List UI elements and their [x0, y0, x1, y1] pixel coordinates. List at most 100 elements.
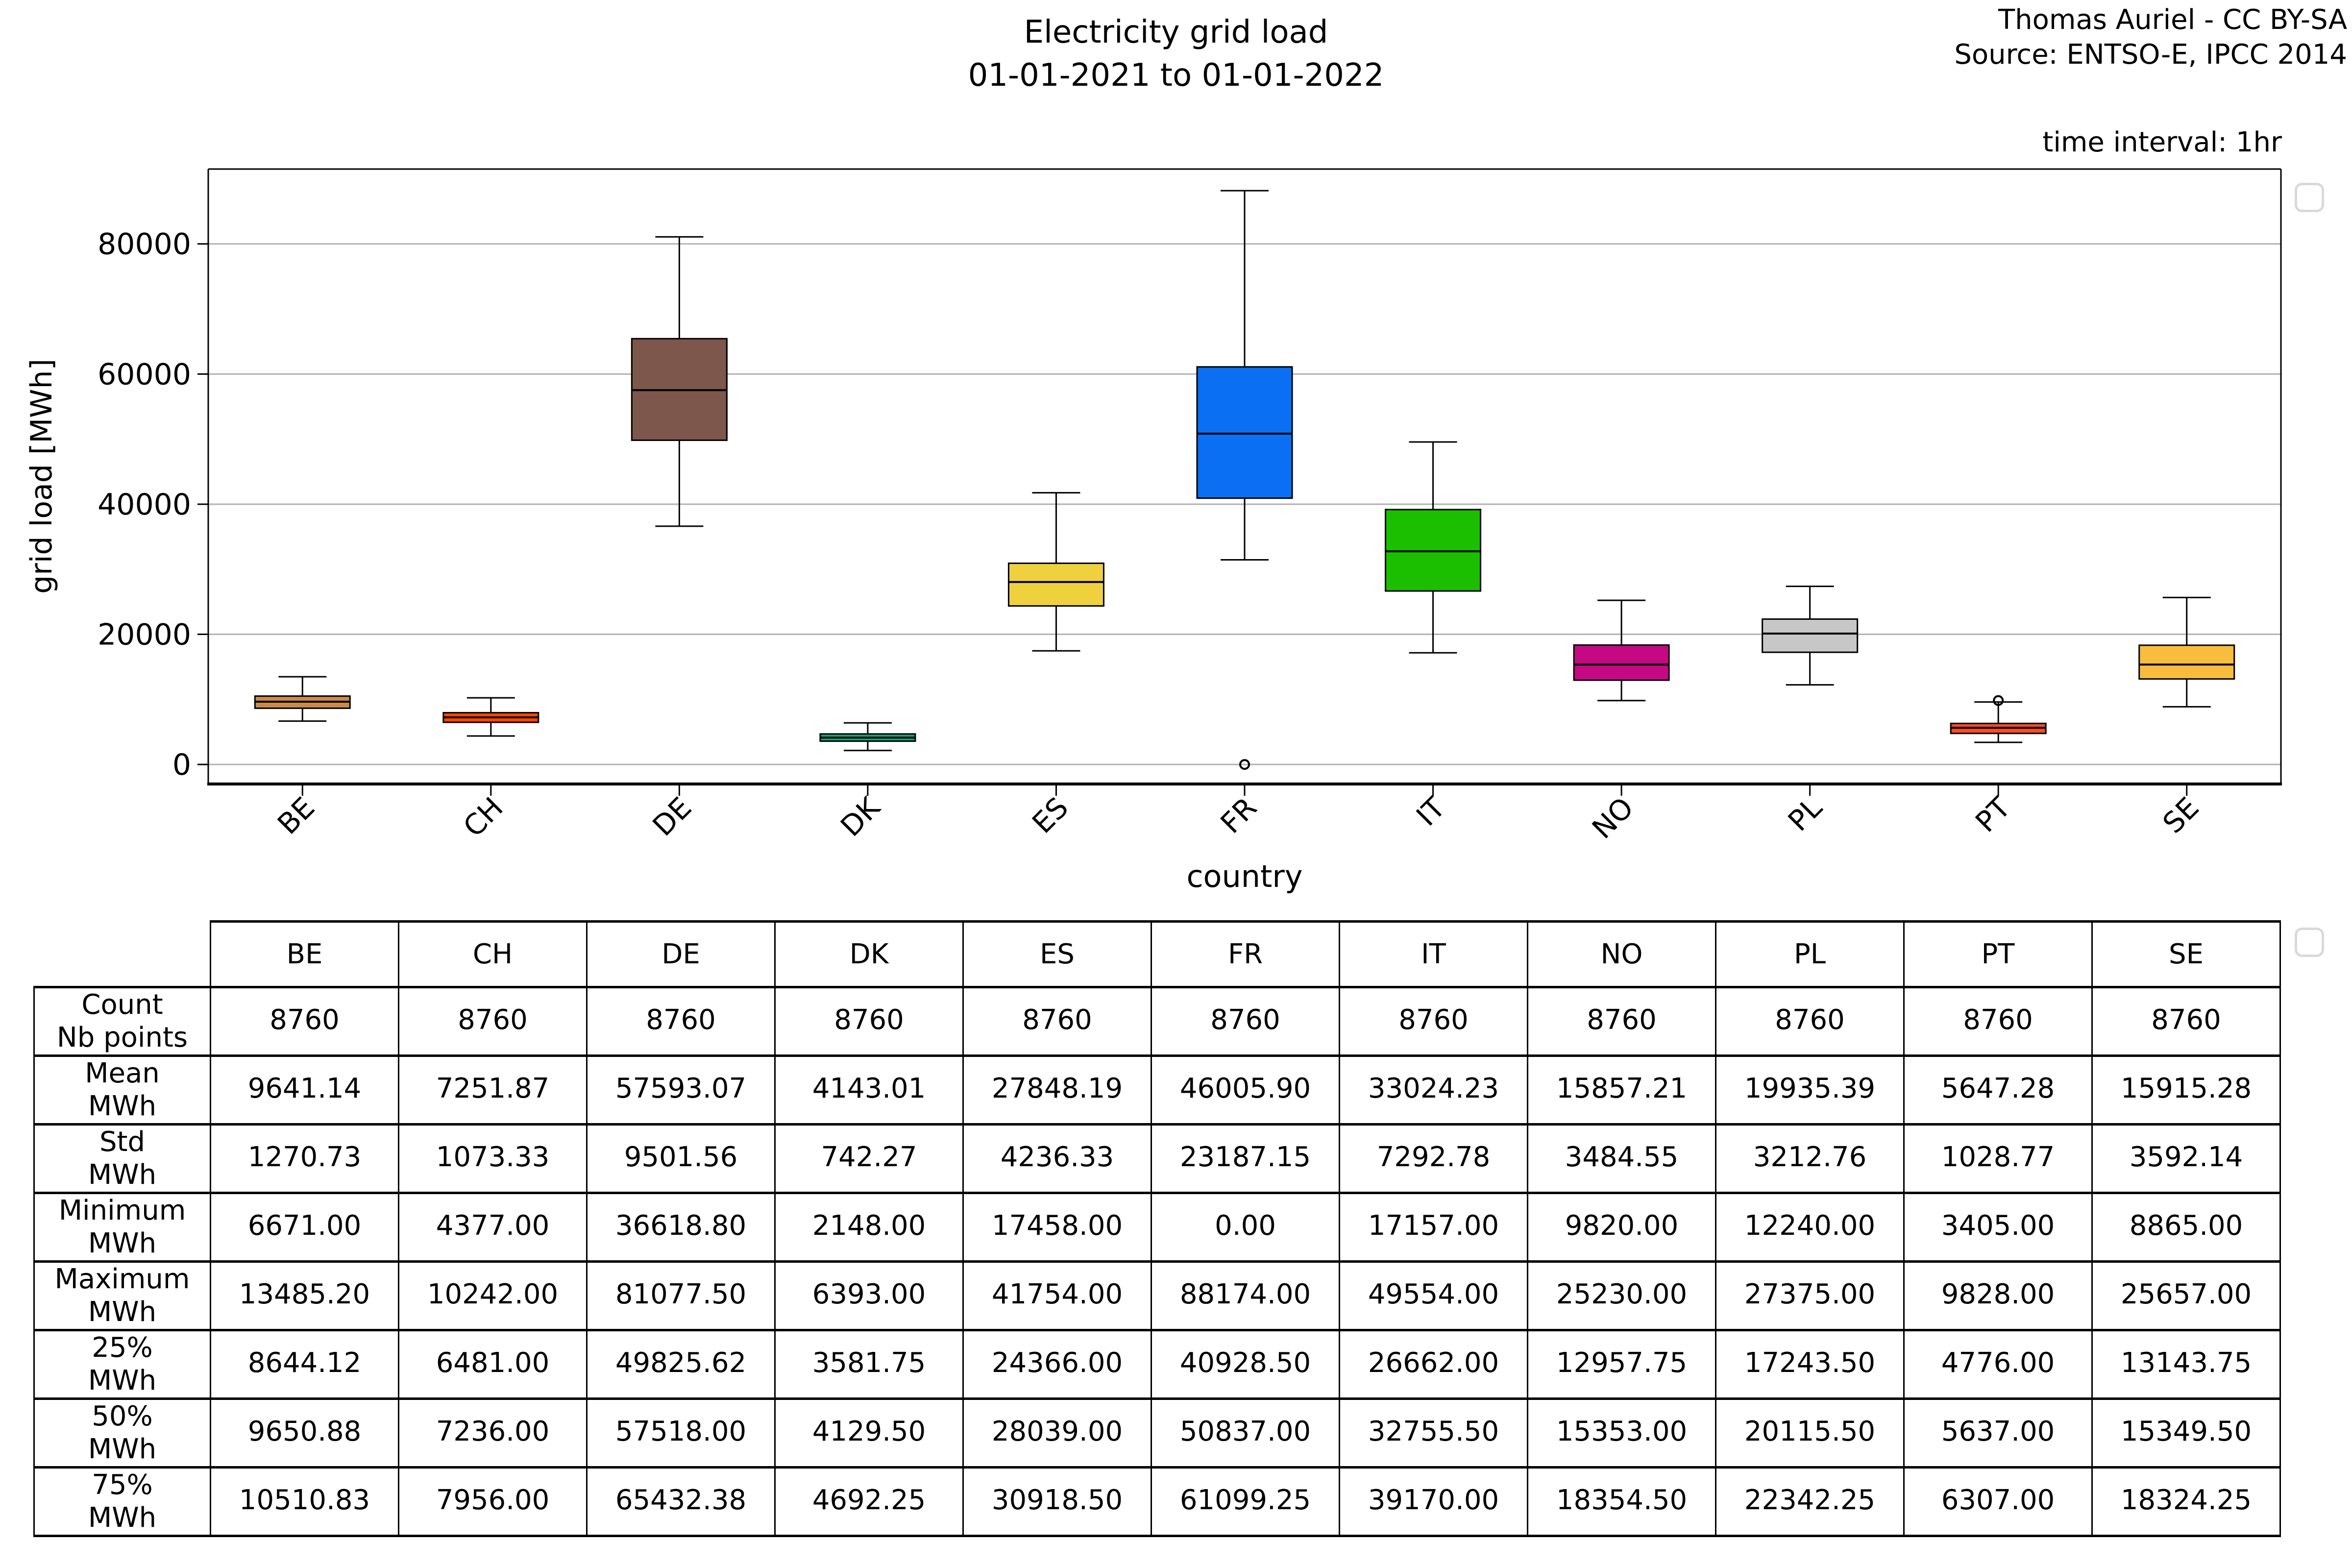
ytick-label-60000: 60000	[98, 357, 191, 392]
xtick-label-PL: PL	[1782, 791, 1829, 838]
xtick-label-FR: FR	[1214, 791, 1263, 840]
table-cell-25pct-BE: 8644.12	[210, 1329, 399, 1400]
table-cell-mean-ES: 27848.19	[962, 1054, 1152, 1126]
table-cell-minimum-DK: 2148.00	[774, 1192, 964, 1263]
table-cell-count-PT: 8760	[1903, 986, 2093, 1057]
stats-table: BE CH DE DK ES FR IT NO PL PT SE Count Nb points 8760…	[33, 920, 2281, 1537]
x-axis-label: country	[1186, 858, 1303, 894]
table-cell-50pct-DK: 4129.50	[774, 1397, 964, 1469]
table-cell-mean-IT: 33024.23	[1339, 1054, 1528, 1126]
table-cell-maximum-DE: 81077.50	[586, 1260, 776, 1331]
table-col-header-DK: DK	[774, 920, 964, 988]
xtick-label-NO: NO	[1586, 791, 1640, 845]
table-cell-mean-PL: 19935.39	[1715, 1054, 1905, 1126]
table-cell-count-IT: 8760	[1339, 986, 1528, 1057]
table-cell-std-DE: 9501.56	[586, 1123, 776, 1194]
table-cell-mean-SE: 15915.28	[2091, 1054, 2281, 1126]
table-cell-count-FR: 8760	[1151, 986, 1340, 1057]
table-cell-minimum-BE: 6671.00	[210, 1192, 399, 1263]
table-cell-std-PT: 1028.77	[1903, 1123, 2093, 1194]
table-cell-maximum-NO: 25230.00	[1527, 1260, 1716, 1331]
table-cell-50pct-DE: 57518.00	[586, 1397, 776, 1469]
table-cell-count-DK: 8760	[774, 986, 964, 1057]
table-cell-50pct-BE: 9650.88	[210, 1397, 399, 1469]
table-cell-std-BE: 1270.73	[210, 1123, 399, 1194]
table-col-header-FR: FR	[1151, 920, 1340, 988]
table-cell-50pct-FR: 50837.00	[1151, 1397, 1340, 1469]
table-row-minimum: Minimum MWh 6671.00 4377.00 36618.80 2148.00 1…	[33, 1192, 2281, 1263]
table-cell-std-ES: 4236.33	[962, 1123, 1152, 1194]
table-col-header-SE: SE	[2091, 920, 2281, 988]
xtick-label-SE: SE	[2156, 791, 2205, 840]
table-cell-maximum-FR: 88174.00	[1151, 1260, 1340, 1331]
table-cell-minimum-IT: 17157.00	[1339, 1192, 1528, 1263]
table-cell-minimum-CH: 4377.00	[398, 1192, 588, 1263]
table-cell-maximum-ES: 41754.00	[962, 1260, 1152, 1331]
row-label: Count Nb points	[33, 986, 211, 1057]
table-cell-maximum-DK: 6393.00	[774, 1260, 964, 1331]
table-row-count: Count Nb points 8760 8760 8760 8760 8760 8760 87…	[33, 986, 2281, 1057]
attribution-author: Thomas Auriel - CC BY-SA	[1998, 4, 2347, 36]
table-checkbox-widget[interactable]	[2295, 928, 2324, 957]
table-corner-cell	[34, 922, 211, 987]
ytick-label-0: 0	[172, 748, 191, 782]
attribution: Thomas Auriel - CC BY-SA Source: ENTSO-E…	[1954, 3, 2347, 72]
table-col-header-IT: IT	[1339, 920, 1528, 988]
box-PL	[1762, 618, 1859, 653]
table-cell-mean-FR: 46005.90	[1151, 1054, 1340, 1126]
table-cell-mean-PT: 5647.28	[1903, 1054, 2093, 1126]
table-cell-count-ES: 8760	[962, 986, 1152, 1057]
box-IT	[1385, 509, 1482, 592]
outlier-FR-0	[1239, 759, 1250, 770]
box-SE	[2138, 644, 2235, 680]
table-cell-25pct-PL: 17243.50	[1715, 1329, 1905, 1400]
xtick-label-DE: DE	[646, 791, 698, 843]
table-cell-maximum-PL: 27375.00	[1715, 1260, 1905, 1331]
time-interval-label: time interval: 1hr	[2042, 126, 2282, 158]
table-row-mean: Mean MWh 9641.14 7251.87 57593.07 4143.01 2784…	[33, 1054, 2281, 1126]
chart-title-block: Electricity grid load 01-01-2021 to 01-0…	[0, 11, 2352, 98]
table-cell-75pct-DE: 65432.38	[586, 1466, 776, 1537]
table-cell-mean-NO: 15857.21	[1527, 1054, 1716, 1126]
table-cell-minimum-DE: 36618.80	[586, 1192, 776, 1263]
xtick-label-DK: DK	[834, 790, 887, 843]
table-cell-count-BE: 8760	[210, 986, 399, 1057]
xtick-label-PT: PT	[1969, 790, 2017, 838]
table-cell-50pct-PT: 5637.00	[1903, 1397, 2093, 1469]
table-cell-75pct-IT: 39170.00	[1339, 1466, 1528, 1537]
table-cell-count-PL: 8760	[1715, 986, 1905, 1057]
table-cell-minimum-NO: 9820.00	[1527, 1192, 1716, 1263]
table-cell-maximum-PT: 9828.00	[1903, 1260, 2093, 1331]
row-label: Std MWh	[33, 1123, 211, 1194]
table-cell-mean-CH: 7251.87	[398, 1054, 588, 1126]
table-cell-50pct-NO: 15353.00	[1527, 1397, 1716, 1469]
table-cell-50pct-CH: 7236.00	[398, 1397, 588, 1469]
table-cell-50pct-ES: 28039.00	[962, 1397, 1152, 1469]
table-cell-25pct-FR: 40928.50	[1151, 1329, 1340, 1400]
row-label: Maximum MWh	[33, 1260, 211, 1331]
ytick-label-80000: 80000	[98, 227, 191, 262]
table-cell-std-DK: 742.27	[774, 1123, 964, 1194]
row-label: Minimum MWh	[33, 1192, 211, 1263]
table-row-50pct: 50% MWh 9650.88 7236.00 57518.00 4129.50 28039…	[33, 1397, 2281, 1469]
table-cell-75pct-DK: 4692.25	[774, 1466, 964, 1537]
chart-checkbox-widget[interactable]	[2295, 183, 2324, 212]
table-col-header-PT: PT	[1903, 920, 2093, 988]
table-cell-25pct-ES: 24366.00	[962, 1329, 1152, 1400]
table-row-75pct: 75% MWh 10510.83 7956.00 65432.38 4692.25 3091…	[33, 1466, 2281, 1537]
table-cell-25pct-IT: 26662.00	[1339, 1329, 1528, 1400]
table-cell-75pct-FR: 61099.25	[1151, 1466, 1340, 1537]
table-cell-25pct-DK: 3581.75	[774, 1329, 964, 1400]
table-cell-minimum-PT: 3405.00	[1903, 1192, 2093, 1263]
table-cell-75pct-NO: 18354.50	[1527, 1466, 1716, 1537]
table-cell-75pct-BE: 10510.83	[210, 1466, 399, 1537]
table-cell-50pct-IT: 32755.50	[1339, 1397, 1528, 1469]
table-cell-75pct-PL: 22342.25	[1715, 1466, 1905, 1537]
table-cell-std-SE: 3592.14	[2091, 1123, 2281, 1194]
outlier-PT-9828	[1993, 695, 2004, 706]
table-cell-maximum-BE: 13485.20	[210, 1260, 399, 1331]
boxplot-chart: 0 20000 40000 60000 80000 BE CH DE DK ES FR IT NO PL P…	[98, 168, 2282, 845]
attribution-source: Source: ENTSO-E, IPCC 2014	[1954, 38, 2347, 71]
row-label: 75% MWh	[33, 1466, 211, 1537]
table-col-header-ES: ES	[962, 920, 1152, 988]
